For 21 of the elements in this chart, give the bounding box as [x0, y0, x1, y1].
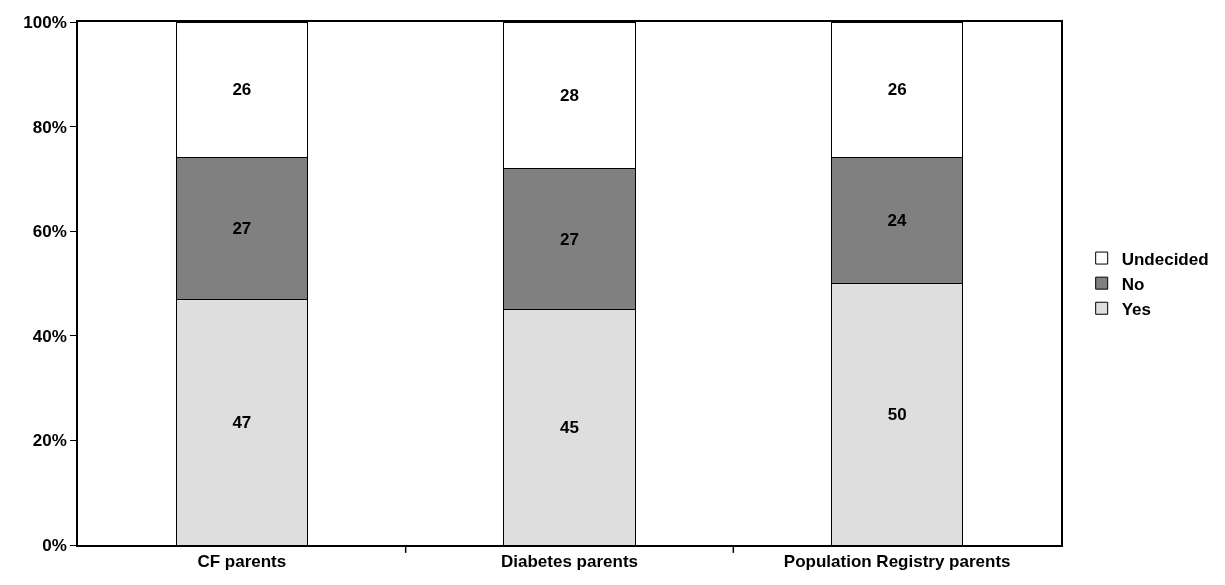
- data-label: 50: [887, 404, 907, 424]
- data-label: 27: [560, 229, 579, 249]
- y-tick-label: 0%: [42, 535, 67, 555]
- data-label: 28: [560, 85, 579, 105]
- x-tick-label: Diabetes parents: [501, 552, 638, 572]
- data-label: 47: [232, 412, 252, 432]
- data-label: 26: [887, 80, 907, 100]
- x-tick-label: Population Registry parents: [783, 552, 1011, 572]
- data-label: 45: [560, 417, 579, 437]
- data-label: 26: [232, 80, 252, 100]
- x-tick-label: CF parents: [197, 552, 287, 572]
- data-label: 24: [887, 211, 907, 231]
- y-tick-label: 100%: [23, 12, 67, 32]
- y-tick-label: 40%: [32, 326, 67, 346]
- y-tick-label: 20%: [32, 431, 67, 451]
- data-label: 27: [232, 219, 252, 239]
- y-tick-label: 80%: [32, 117, 67, 137]
- legend-label: Yes: [1121, 299, 1151, 319]
- y-tick-label: 60%: [32, 222, 67, 242]
- legend-label: Undecided: [1121, 249, 1209, 269]
- legend-label: No: [1121, 274, 1145, 294]
